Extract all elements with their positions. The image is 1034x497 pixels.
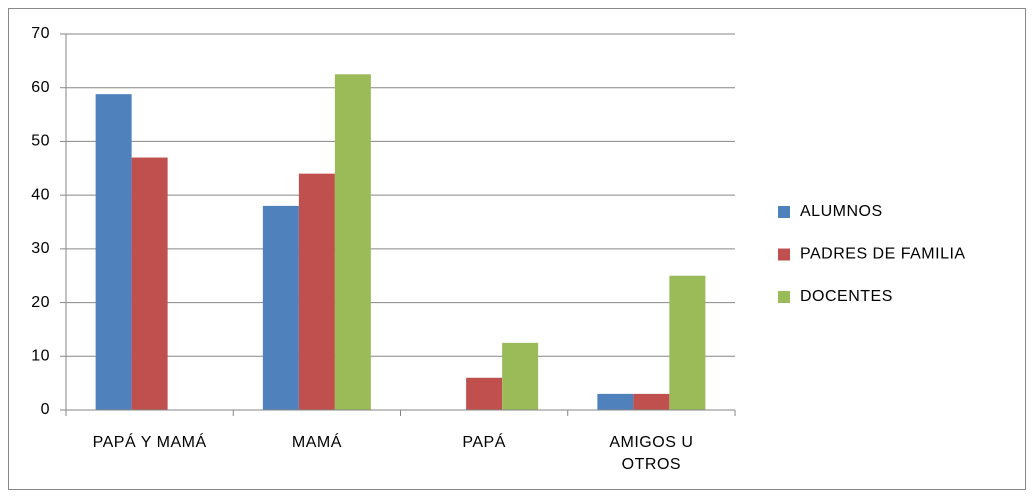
x-tick-label: PAPÁ	[462, 434, 506, 451]
y-tick-label: 70	[31, 25, 50, 42]
bar	[298, 173, 335, 410]
bar	[334, 74, 371, 411]
y-tick-label: 40	[31, 186, 50, 203]
y-tick-label: 50	[31, 133, 50, 150]
bar	[597, 393, 634, 410]
y-tick-label: 0	[41, 401, 50, 418]
legend-label: PADRES DE FAMILIA	[800, 246, 966, 263]
bar	[95, 94, 132, 410]
y-tick-label: 10	[31, 348, 50, 365]
legend-swatch	[778, 248, 790, 261]
y-tick-label: 60	[31, 79, 50, 96]
bar	[633, 393, 670, 410]
legend-label: DOCENTES	[800, 288, 893, 305]
legend-swatch	[778, 206, 790, 218]
y-tick-label: 20	[31, 294, 50, 311]
x-tick-label: AMIGOS U OTROS	[609, 434, 694, 473]
bar	[131, 157, 168, 410]
bar	[262, 205, 299, 410]
x-tick-label: MAMÁ	[291, 434, 342, 451]
y-tick-label: 30	[31, 240, 50, 257]
bar	[669, 275, 706, 410]
bar	[466, 377, 503, 410]
legend-label: ALUMNOS	[800, 203, 883, 220]
x-tick-label: PAPÁ Y MAMÁ	[92, 434, 207, 451]
bar	[502, 342, 539, 410]
legend-swatch	[778, 291, 790, 303]
